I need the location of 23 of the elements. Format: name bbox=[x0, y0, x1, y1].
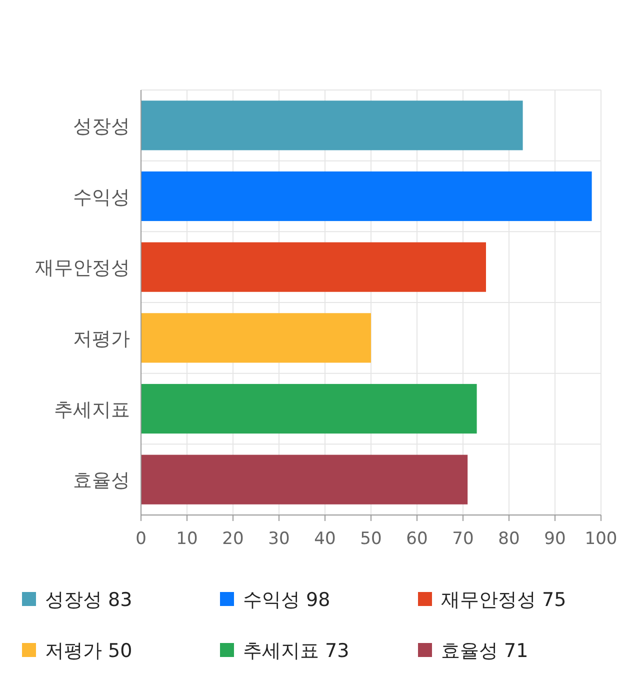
x-tick-label: 90 bbox=[544, 529, 566, 549]
x-tick-label: 80 bbox=[498, 529, 520, 549]
x-tick-label: 60 bbox=[406, 529, 428, 549]
x-tick-label: 50 bbox=[360, 529, 382, 549]
x-tick-label: 30 bbox=[268, 529, 290, 549]
y-tick-label: 추세지표 bbox=[54, 398, 130, 421]
legend-label: 추세지표 73 bbox=[243, 640, 350, 662]
x-tick-label: 70 bbox=[452, 529, 474, 549]
y-tick-label: 성장성 bbox=[73, 115, 130, 138]
y-tick-label: 효율성 bbox=[73, 470, 130, 492]
legend-label: 수익성 98 bbox=[243, 589, 330, 611]
y-tick-label: 저평가 bbox=[73, 328, 130, 350]
legend-label: 저평가 50 bbox=[45, 640, 132, 662]
y-tick-label: 재무안정성 bbox=[35, 257, 130, 280]
x-tick-label: 40 bbox=[314, 529, 336, 549]
x-tick-label: 20 bbox=[222, 529, 244, 549]
x-tick-label: 10 bbox=[176, 529, 198, 549]
y-tick-label: 수익성 bbox=[73, 186, 130, 208]
x-tick-label: 0 bbox=[136, 529, 146, 549]
legend-label: 재무안정성 75 bbox=[441, 589, 566, 611]
x-tick-label: 100 bbox=[584, 529, 618, 549]
legend-label: 성장성 83 bbox=[45, 589, 132, 611]
legend-label: 효율성 71 bbox=[441, 640, 528, 662]
